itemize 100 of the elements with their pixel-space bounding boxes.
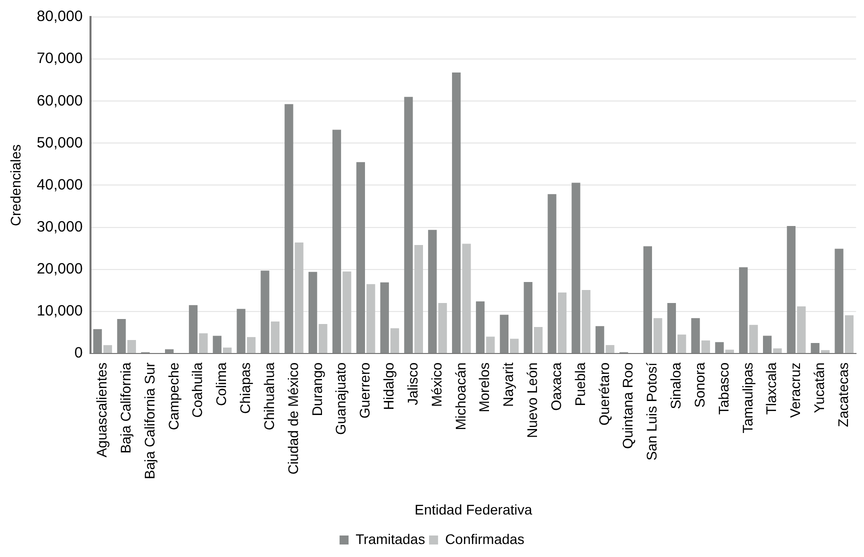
x-tick-label: Tamaulipas: [739, 362, 756, 434]
bar: [164, 349, 174, 353]
bar: [117, 318, 126, 353]
bar: [667, 303, 676, 353]
bar: [308, 272, 318, 353]
bar: [786, 226, 796, 353]
legend-label: Confirmadas: [445, 530, 524, 547]
x-tick-label: Guerrero: [356, 362, 373, 419]
bar: [212, 336, 222, 353]
bar: [127, 340, 136, 353]
x-tick-label: Durango: [308, 362, 325, 416]
bar: [558, 292, 567, 353]
bar: [810, 342, 820, 353]
bar: [596, 326, 604, 353]
bar: [452, 72, 461, 353]
bar: [332, 130, 342, 353]
y-tick-label: 10,000: [36, 302, 83, 320]
bar: [582, 290, 590, 353]
bar: [643, 246, 652, 353]
bar: [762, 336, 772, 353]
y-tick-label: 80,000: [36, 8, 83, 26]
bar: [103, 345, 112, 353]
bar: [438, 303, 447, 353]
y-axis-title: Credenciales: [7, 144, 24, 226]
bar: [524, 282, 532, 353]
bar: [534, 326, 543, 353]
bar: [246, 337, 256, 353]
bar: [797, 306, 806, 353]
bar: [773, 348, 782, 353]
bar: [390, 328, 400, 353]
bar: [654, 318, 662, 353]
x-tick-label: Chiapas: [237, 362, 254, 414]
bar: [834, 248, 844, 353]
x-tick-label: Aguascalientes: [94, 362, 110, 458]
bar: [701, 340, 710, 353]
x-tick-label: San Luis Potosí: [644, 362, 660, 461]
bar: [380, 282, 389, 353]
x-tick-label: Baja California: [117, 362, 134, 454]
bar: [428, 230, 437, 353]
bar: [188, 305, 198, 353]
x-tick-label: Querétaro: [596, 362, 612, 426]
bar: [294, 242, 304, 353]
x-tick-label: Tabasco: [715, 362, 732, 415]
bar: [414, 244, 423, 353]
x-tick-label: Coahuila: [189, 362, 206, 418]
x-tick-label: Veracruz: [787, 362, 804, 418]
x-tick-label: Puebla: [572, 362, 588, 406]
bar: [236, 308, 246, 353]
bar: [725, 350, 734, 353]
bar: [366, 284, 376, 353]
bar: [820, 350, 830, 353]
y-tick-label: 60,000: [36, 92, 83, 110]
x-tick-label: Nayarit: [500, 362, 516, 407]
bar: [342, 271, 352, 353]
x-tick-label: Morelos: [476, 362, 492, 412]
bar: [318, 324, 328, 353]
x-tick-label: Quintana Roo: [620, 362, 636, 449]
bar: [510, 338, 519, 353]
x-tick-label: Zacatecas: [834, 362, 851, 428]
bar: [199, 333, 208, 353]
x-tick-label: México: [428, 362, 444, 407]
bar: [284, 104, 294, 353]
bar: [486, 336, 495, 353]
x-tick-label: Sinaloa: [668, 362, 684, 410]
bar: [739, 267, 748, 353]
x-tick-label: Hidalgo: [380, 362, 397, 410]
bar: [476, 301, 485, 353]
x-tick-label: Guanajuato: [332, 362, 349, 435]
bar: [356, 162, 365, 353]
x-tick-label: Yucatán: [811, 362, 828, 414]
bar: [691, 318, 700, 353]
bar: [93, 329, 102, 353]
bar: [572, 182, 580, 353]
x-tick-label: Nuevo León: [524, 362, 540, 438]
bar: [548, 194, 556, 353]
x-tick-label: Sonora: [691, 362, 708, 408]
bar: [749, 324, 758, 353]
bar: [715, 342, 724, 353]
y-tick-label: 30,000: [36, 218, 83, 236]
x-tick-label: Colima: [213, 362, 230, 406]
y-tick-label: 20,000: [36, 260, 83, 278]
x-tick-label: Oaxaca: [548, 362, 564, 411]
y-tick-label: 50,000: [36, 134, 83, 152]
x-tick-label: Michoacán: [452, 362, 468, 430]
bar: [844, 315, 854, 353]
x-axis-title: Entidad Federativa: [414, 501, 532, 518]
bar: [677, 334, 686, 353]
bar: [500, 314, 509, 353]
x-tick-label: Campeche: [165, 362, 182, 430]
y-tick-label: 0: [74, 344, 83, 362]
bar: [606, 345, 614, 353]
y-tick-label: 40,000: [36, 176, 83, 194]
bar: [223, 348, 232, 353]
legend-label: Tramitadas: [356, 530, 426, 547]
y-tick-label: 70,000: [36, 50, 83, 68]
x-tick-label: Jalisco: [404, 362, 420, 406]
x-tick-label: Ciudad de México: [284, 362, 301, 475]
x-tick-label: Chihuahua: [260, 362, 277, 430]
bar: [462, 244, 471, 353]
x-tick-label: Baja California Sur: [141, 362, 158, 480]
